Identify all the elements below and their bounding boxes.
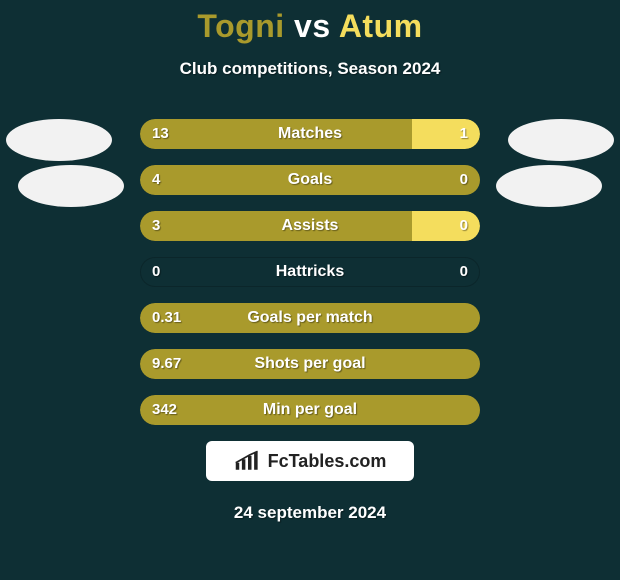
stat-label: Assists (140, 211, 480, 241)
comparison-section: 131Matches 40Goals 30Assists 00Hattricks 0.3… (0, 119, 620, 425)
stat-row: 00Hattricks (140, 257, 480, 287)
stat-row: 40Goals (140, 165, 480, 195)
club-badge-player2-b (496, 165, 602, 207)
subtitle: Club competitions, Season 2024 (0, 59, 620, 79)
club-badge-player2-a (508, 119, 614, 161)
stat-row: 9.67Shots per goal (140, 349, 480, 379)
club-badge-player1-a (6, 119, 112, 161)
stat-label: Goals per match (140, 303, 480, 333)
stat-label: Hattricks (140, 257, 480, 287)
stat-bars: 131Matches 40Goals 30Assists 00Hattricks 0.3… (140, 119, 480, 425)
stat-label: Matches (140, 119, 480, 149)
stat-row: 0.31Goals per match (140, 303, 480, 333)
date-text: 24 september 2024 (0, 503, 620, 523)
stat-row: 342Min per goal (140, 395, 480, 425)
stat-label: Shots per goal (140, 349, 480, 379)
page-title: Togni vs Atum (0, 8, 620, 45)
container: Togni vs Atum Club competitions, Season … (0, 0, 620, 580)
title-player2: Atum (339, 8, 423, 44)
title-vs: vs (294, 8, 331, 44)
title-player1: Togni (197, 8, 284, 44)
stat-label: Min per goal (140, 395, 480, 425)
club-badge-player1-b (18, 165, 124, 207)
stat-row: 30Assists (140, 211, 480, 241)
stat-label: Goals (140, 165, 480, 195)
logo-text: FcTables.com (268, 451, 387, 472)
bars-icon (234, 450, 262, 472)
stat-row: 131Matches (140, 119, 480, 149)
fctables-logo: FcTables.com (206, 441, 414, 481)
